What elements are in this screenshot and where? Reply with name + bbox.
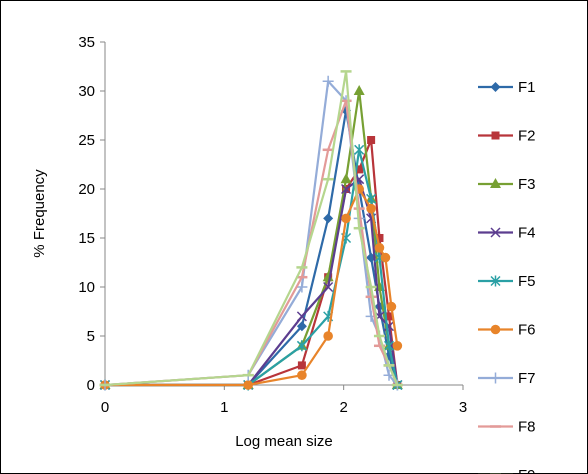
series-F9 <box>99 70 403 387</box>
legend-label: F9 <box>518 467 536 474</box>
y-tick-label: 0 <box>87 377 95 394</box>
data-point <box>341 213 351 224</box>
data-point <box>375 234 384 242</box>
data-point <box>296 340 307 352</box>
series-line <box>105 138 399 387</box>
series-line <box>104 70 399 387</box>
data-point <box>296 321 307 332</box>
legend-marker <box>490 82 501 92</box>
data-point <box>367 136 376 144</box>
data-point <box>340 173 352 184</box>
legend-label: F4 <box>518 225 536 242</box>
data-point <box>392 341 403 351</box>
y-tick-label: 15 <box>78 230 95 247</box>
legend-item-F6: F6 <box>478 322 536 339</box>
legend-label: F7 <box>518 370 536 387</box>
y-tick-label: 30 <box>78 83 95 100</box>
legend-item-F2: F2 <box>478 128 536 145</box>
series-line <box>105 148 399 387</box>
legend-label: F2 <box>518 128 536 145</box>
data-point <box>296 281 308 293</box>
legend-item-F8: F8 <box>478 419 536 436</box>
legend-label: F6 <box>518 322 536 339</box>
data-point <box>322 271 334 282</box>
y-tick-label: 10 <box>78 279 95 296</box>
y-tick-label: 25 <box>78 132 95 149</box>
y-tick-label: 20 <box>78 181 95 198</box>
data-point <box>374 243 385 253</box>
y-tick-label: 5 <box>87 328 95 345</box>
series-F6 <box>100 184 403 390</box>
data-point <box>355 165 364 174</box>
data-point <box>366 203 376 214</box>
series-line <box>105 178 399 387</box>
legend-marker <box>490 227 501 238</box>
legend-marker <box>490 275 501 287</box>
data-point <box>353 85 365 95</box>
data-point <box>383 340 395 352</box>
data-point <box>386 301 397 312</box>
legend-item-F9: F9 <box>478 467 536 474</box>
y-ticks: 0 5 10 15 20 25 30 35 <box>78 34 105 394</box>
data-point <box>323 213 334 224</box>
legend-item-F7: F7 <box>478 370 536 387</box>
data-point <box>243 380 253 390</box>
data-point <box>380 252 391 263</box>
series-group <box>99 70 403 391</box>
data-point <box>323 281 334 293</box>
data-point <box>296 311 307 322</box>
legend-item-F3: F3 <box>478 176 536 193</box>
x-tick-label: 0 <box>101 399 109 416</box>
legend-item-F5: F5 <box>478 273 536 290</box>
legend-marker <box>490 324 501 335</box>
x-tick-label: 3 <box>459 399 467 416</box>
data-point <box>297 370 307 381</box>
legend-marker <box>491 131 500 140</box>
x-axis-title: Log mean size <box>235 433 333 450</box>
legend-label: F1 <box>518 79 536 96</box>
legend-item-F1: F1 <box>478 79 536 96</box>
data-point <box>323 331 333 341</box>
data-point <box>354 144 365 156</box>
legend-marker <box>490 178 501 188</box>
x-tick-label: 1 <box>220 399 228 416</box>
y-tick-label: 35 <box>78 34 95 51</box>
legend-label: F3 <box>518 176 536 193</box>
x-tick-label: 2 <box>339 399 347 416</box>
y-axis-title: % Frequency <box>31 169 48 258</box>
legend-label: F5 <box>518 273 536 290</box>
data-point <box>297 361 306 370</box>
data-point <box>385 312 394 321</box>
data-point <box>341 183 352 195</box>
legend-marker <box>490 372 501 384</box>
legend-item-F4: F4 <box>478 225 536 242</box>
data-point <box>322 75 334 87</box>
legend-label: F8 <box>518 419 536 436</box>
legend: F1 F2 F3 F4 F5 F6 F7 F8 F9 <box>478 79 536 474</box>
